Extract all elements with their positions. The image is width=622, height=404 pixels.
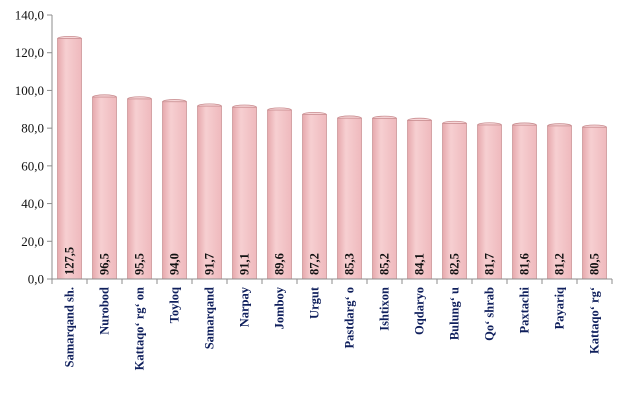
data-label: 81,2 <box>553 253 567 275</box>
y-tick-label: 120,0 <box>15 45 44 60</box>
category-label: Samarqand sh. <box>63 287 77 367</box>
data-label: 80,5 <box>588 253 602 275</box>
category-label: Narpay <box>238 286 252 327</box>
bar <box>92 96 117 280</box>
data-label: 91,7 <box>203 253 217 275</box>
bar <box>57 38 82 280</box>
category-label: Samarqand <box>203 287 217 349</box>
data-label: 84,1 <box>413 253 427 275</box>
category-label: Kattaqo‘ rg‘ on <box>133 287 147 370</box>
y-tick-label: 100,0 <box>15 83 44 98</box>
x-axis: Samarqand sh. Nurobod Kattaqo‘ rg‘ on Toylo… <box>51 278 613 370</box>
bar <box>162 101 187 280</box>
data-label: 91,1 <box>238 253 252 275</box>
bars: 127,5 96,5 95,5 94,0 91,7 91,1 89,6 87,2 85,3 85,… <box>57 35 607 280</box>
category-label: Nurobod <box>98 287 112 335</box>
category-label: Ishtixon <box>378 287 392 331</box>
data-label: 82,5 <box>448 253 462 275</box>
data-label: 81,6 <box>518 253 532 275</box>
data-label: 94,0 <box>168 253 182 275</box>
y-tick-label: 20,0 <box>21 234 44 249</box>
category-label: Bulung‘ u <box>448 287 462 340</box>
y-tick-label: 60,0 <box>21 158 44 173</box>
y-axis: 0,0 20,0 40,0 60,0 80,0 100,0 120,0 140,0 <box>15 8 53 287</box>
category-label: Paxtachi <box>518 286 532 333</box>
category-label: Payariq <box>553 287 567 329</box>
data-label: 96,5 <box>98 253 112 275</box>
bar <box>127 98 152 280</box>
category-label: Oqdaryo <box>413 287 427 335</box>
data-label: 87,2 <box>308 253 322 275</box>
y-tick-label: 40,0 <box>21 196 44 211</box>
bar <box>197 105 222 280</box>
data-label: 85,2 <box>378 253 392 275</box>
data-label: 127,5 <box>63 247 77 275</box>
data-label: 89,6 <box>273 253 287 275</box>
category-label: Pastdarg‘ o <box>343 287 357 348</box>
category-label: Urgut <box>308 286 322 319</box>
data-label: 81,7 <box>483 253 497 275</box>
y-tick-label: 0,0 <box>28 272 44 287</box>
data-label: 95,5 <box>133 253 147 275</box>
category-label: Jomboy <box>273 286 287 329</box>
category-label: Toyloq <box>168 287 182 323</box>
y-tick-label: 80,0 <box>21 121 44 136</box>
category-label: Qo‘ shrab <box>483 287 497 341</box>
data-label: 85,3 <box>343 253 357 275</box>
y-tick-label: 140,0 <box>15 8 44 23</box>
category-label: Kattaqo‘ rg‘ <box>588 287 602 354</box>
